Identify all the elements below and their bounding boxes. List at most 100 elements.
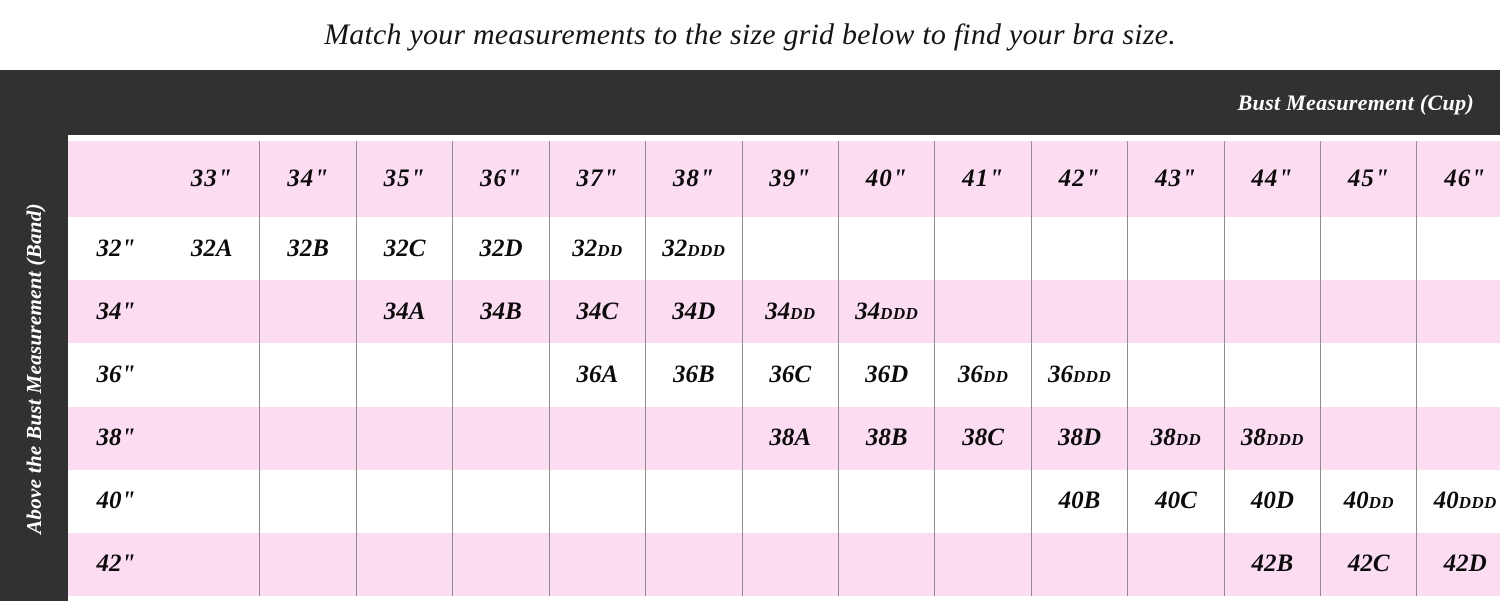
size-cell-empty bbox=[164, 406, 261, 470]
size-cell-38D: 38D bbox=[1031, 406, 1129, 470]
size-cell-empty bbox=[1127, 343, 1225, 407]
row-header-band-3: 36" bbox=[68, 343, 164, 407]
size-cell-cup-suffix: DD bbox=[790, 303, 816, 323]
size-cell-base: 34 bbox=[765, 297, 791, 325]
size-cell-empty bbox=[259, 469, 357, 533]
size-cell-empty bbox=[1031, 280, 1129, 344]
size-cell-empty bbox=[1416, 217, 1500, 281]
size-cell-32C: 32C bbox=[356, 217, 454, 281]
cup-axis-label: Bust Measurement (Cup) bbox=[1237, 89, 1474, 115]
size-cell-empty bbox=[164, 532, 261, 596]
size-cell-cup-suffix: DD bbox=[982, 366, 1009, 386]
size-cell-40D: 40D bbox=[1224, 469, 1322, 533]
size-cell-empty bbox=[164, 469, 261, 533]
size-cell-empty bbox=[259, 532, 357, 596]
size-cell-38B: 38B bbox=[838, 406, 936, 470]
page-title: Match your measurements to the size grid… bbox=[324, 18, 1176, 51]
size-cell-base: 36 bbox=[957, 360, 983, 388]
size-cell-empty bbox=[259, 406, 357, 470]
column-header-9: 41" bbox=[934, 141, 1032, 218]
size-grid-container: 33" 34" 35" 36" 37" 38" 39" 40" 41" 42" 43" 44" 45" 4… bbox=[68, 135, 1500, 601]
size-cell-base: 32 bbox=[572, 234, 598, 262]
size-cell-empty bbox=[1320, 280, 1418, 344]
size-cell-empty bbox=[1031, 217, 1129, 281]
size-cell-36DD: 36DD bbox=[934, 343, 1032, 407]
table-corner-cell bbox=[68, 141, 164, 218]
size-cell-cup-suffix: DDD bbox=[880, 303, 919, 323]
table-row: 42" 42B 42C 42D bbox=[68, 532, 1500, 596]
column-header-5: 37" bbox=[549, 141, 647, 218]
column-header-8: 40" bbox=[838, 141, 936, 218]
size-cell-40DD: 40DD bbox=[1320, 469, 1418, 533]
size-cell-empty bbox=[356, 469, 454, 533]
size-cell-empty bbox=[1224, 217, 1322, 281]
size-cell-empty bbox=[549, 469, 647, 533]
size-cell-empty bbox=[1224, 280, 1322, 344]
column-header-1: 33" bbox=[164, 141, 261, 218]
column-header-14: 46" bbox=[1416, 141, 1500, 218]
column-header-6: 38" bbox=[645, 141, 743, 218]
size-cell-42B: 42B bbox=[1224, 532, 1322, 596]
size-cell-38A: 38A bbox=[742, 406, 839, 470]
size-cell-36B: 36B bbox=[645, 343, 743, 407]
size-cell-empty bbox=[164, 343, 261, 407]
size-cell-cup-suffix: DD bbox=[1175, 430, 1202, 450]
size-cell-cup-suffix: DDD bbox=[687, 240, 726, 260]
size-cell-40B: 40B bbox=[1031, 469, 1129, 533]
size-cell-34D: 34D bbox=[645, 280, 743, 344]
bra-size-table: 33" 34" 35" 36" 37" 38" 39" 40" 41" 42" 43" 44" 45" 4… bbox=[68, 141, 1500, 596]
size-cell-34DD: 34DD bbox=[742, 280, 839, 344]
size-cell-38C: 38C bbox=[934, 406, 1032, 470]
size-cell-empty bbox=[452, 406, 550, 470]
size-cell-34B: 34B bbox=[452, 280, 550, 344]
size-cell-base: 34 bbox=[855, 297, 881, 325]
band-axis-header: Above the Bust Measurement (Band) bbox=[0, 135, 68, 601]
size-cell-cup-suffix: DDD bbox=[1265, 430, 1304, 450]
size-cell-32DDD: 32DDD bbox=[645, 217, 743, 281]
size-cell-empty bbox=[1224, 343, 1322, 407]
size-cell-40DDD: 40DDD bbox=[1416, 469, 1500, 533]
column-header-7: 39" bbox=[742, 141, 839, 218]
size-cell-36A: 36A bbox=[549, 343, 647, 407]
column-header-3: 35" bbox=[356, 141, 454, 218]
row-header-band-2: 34" bbox=[68, 280, 164, 344]
row-header-band-4: 38" bbox=[68, 406, 164, 470]
size-cell-empty bbox=[934, 469, 1032, 533]
size-cell-empty bbox=[742, 532, 839, 596]
size-cell-38DD: 38DD bbox=[1127, 406, 1225, 470]
size-cell-empty bbox=[838, 532, 936, 596]
size-cell-empty bbox=[645, 469, 743, 533]
size-cell-empty bbox=[742, 469, 839, 533]
size-cell-base: 40 bbox=[1343, 487, 1369, 515]
size-cell-empty bbox=[452, 469, 550, 533]
size-cell-empty bbox=[934, 280, 1032, 344]
size-cell-empty bbox=[259, 343, 357, 407]
size-cell-empty bbox=[356, 343, 454, 407]
size-cell-32B: 32B bbox=[259, 217, 357, 281]
column-header-4: 36" bbox=[452, 141, 550, 218]
size-cell-cup-suffix: DD bbox=[597, 240, 623, 260]
size-cell-40C: 40C bbox=[1127, 469, 1225, 533]
row-header-band-1: 32" bbox=[68, 217, 164, 281]
table-row: 32" 32A 32B 32C 32D 32DD 32DDD bbox=[68, 217, 1500, 281]
size-cell-32A: 32A bbox=[164, 217, 261, 281]
size-cell-34DDD: 34DDD bbox=[838, 280, 936, 344]
size-cell-empty bbox=[356, 532, 454, 596]
size-cell-empty bbox=[259, 280, 357, 344]
size-cell-36D: 36D bbox=[838, 343, 936, 407]
size-cell-base: 38 bbox=[1240, 424, 1266, 452]
table-row: 38" 38A 38B 38C 38D 38DD 38DDD bbox=[68, 406, 1500, 470]
size-cell-empty bbox=[838, 469, 936, 533]
column-header-12: 44" bbox=[1224, 141, 1322, 218]
size-cell-42D: 42D bbox=[1416, 532, 1500, 596]
size-cell-32D: 32D bbox=[452, 217, 550, 281]
column-header-11: 43" bbox=[1127, 141, 1225, 218]
column-header-10: 42" bbox=[1031, 141, 1129, 218]
size-cell-empty bbox=[549, 532, 647, 596]
size-cell-empty bbox=[645, 532, 743, 596]
size-cell-base: 32 bbox=[662, 234, 688, 262]
page-title-bar: Match your measurements to the size grid… bbox=[0, 0, 1500, 70]
size-cell-38DDD: 38DDD bbox=[1224, 406, 1322, 470]
size-cell-empty bbox=[164, 280, 261, 344]
size-cell-34A: 34A bbox=[356, 280, 454, 344]
